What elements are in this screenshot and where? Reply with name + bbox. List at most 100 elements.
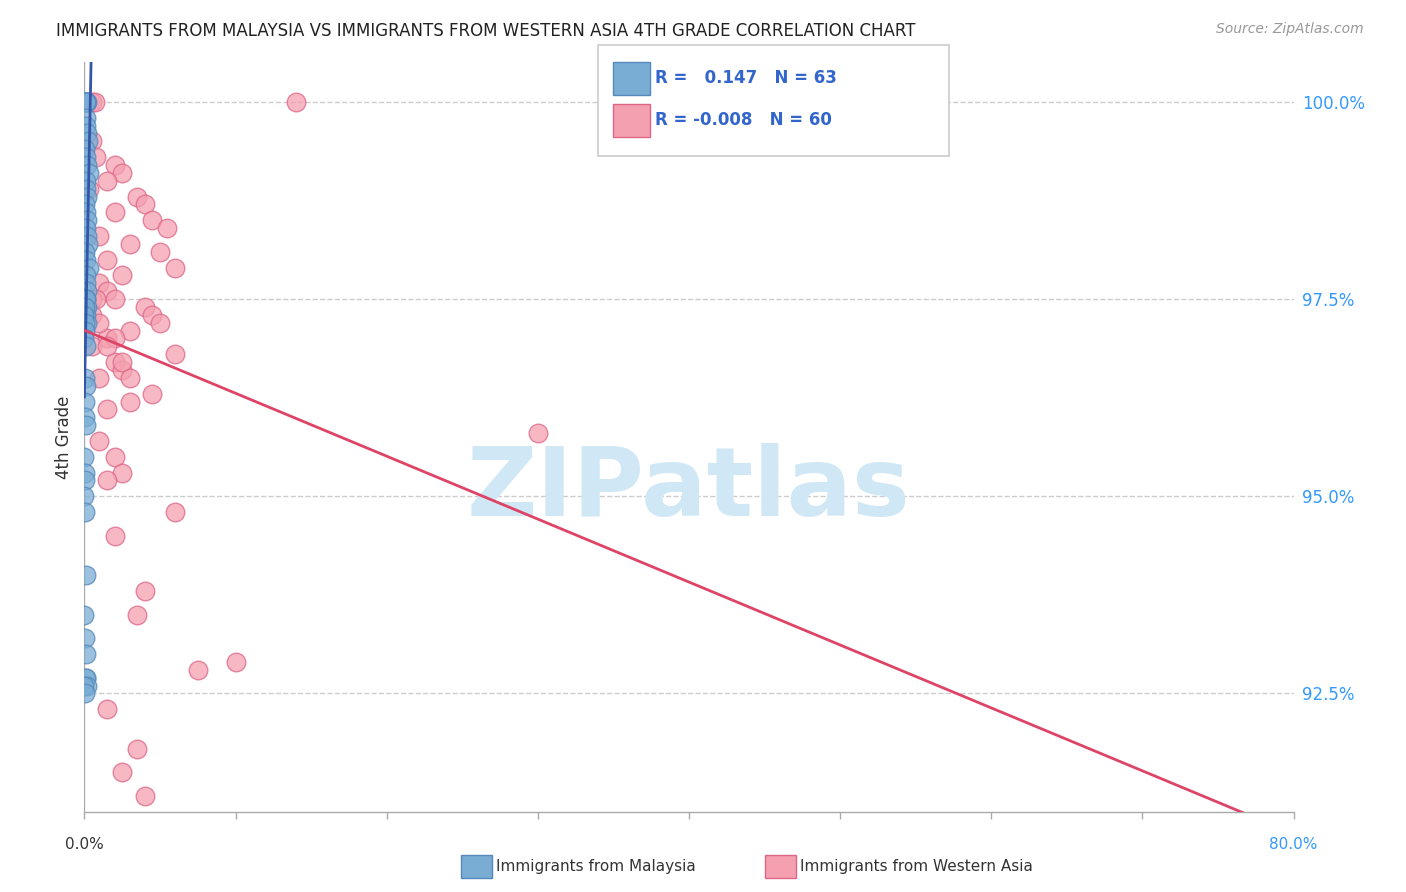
Point (118, 236, 141, 251)
Point (134, 789, 156, 803)
Point (141, 386, 163, 401)
Point (86, 150, 108, 164)
Point (127, 189, 149, 203)
Point (111, 363, 134, 377)
Point (96, 702, 118, 716)
Point (73, 324, 96, 338)
Point (111, 166, 134, 180)
Point (73, 308, 96, 322)
Point (75, 466, 97, 480)
Point (89, 229, 111, 244)
Point (104, 355, 127, 369)
Point (96, 252, 118, 267)
Point (75, 292, 97, 306)
Point (104, 529, 127, 543)
Point (96, 474, 118, 488)
Point (75, 268, 97, 283)
Point (141, 213, 163, 227)
Point (76, 316, 98, 330)
Point (165, 505, 187, 519)
Point (89, 371, 111, 385)
Point (75, 394, 97, 409)
Point (165, 260, 187, 275)
Text: ZIPatlas: ZIPatlas (467, 443, 911, 536)
Point (76, 284, 98, 298)
Point (127, 607, 149, 622)
Point (77, 166, 100, 180)
Point (73, 300, 96, 314)
Point (225, 655, 247, 669)
Point (104, 450, 127, 464)
Point (75, 119, 97, 133)
Text: Source: ZipAtlas.com: Source: ZipAtlas.com (1216, 22, 1364, 37)
Point (111, 466, 134, 480)
Point (76, 229, 98, 244)
Point (134, 300, 156, 314)
Text: R = -0.008   N = 60: R = -0.008 N = 60 (655, 112, 832, 129)
Point (96, 174, 118, 188)
Point (73, 292, 96, 306)
Text: Immigrants from Western Asia: Immigrants from Western Asia (800, 859, 1033, 873)
Point (156, 221, 179, 235)
Point (75, 292, 97, 306)
Point (77, 260, 100, 275)
Point (165, 347, 187, 361)
Point (141, 308, 163, 322)
Point (89, 277, 111, 291)
Point (73, 331, 96, 345)
Point (75, 410, 97, 425)
Point (73, 292, 96, 306)
Point (75, 292, 97, 306)
Point (75, 647, 97, 661)
Point (75, 686, 97, 700)
Point (75, 197, 97, 211)
Point (80, 95, 103, 109)
Point (75, 371, 97, 385)
Point (80, 308, 103, 322)
Point (96, 284, 118, 298)
Point (118, 394, 141, 409)
Point (187, 663, 209, 677)
Point (118, 324, 141, 338)
Point (76, 127, 98, 141)
Point (86, 292, 108, 306)
Point (75, 308, 97, 322)
Point (75, 111, 97, 125)
Point (73, 489, 96, 503)
Point (75, 316, 97, 330)
Point (134, 583, 156, 598)
Point (89, 316, 111, 330)
Y-axis label: 4th Grade: 4th Grade (55, 395, 73, 479)
Point (527, 426, 550, 441)
Point (111, 355, 134, 369)
Point (96, 331, 118, 345)
Point (84, 95, 107, 109)
Point (76, 300, 98, 314)
Point (89, 434, 111, 448)
Point (75, 292, 97, 306)
Point (77, 181, 100, 195)
Point (77, 134, 100, 148)
Point (111, 268, 134, 283)
Point (104, 331, 127, 345)
Point (149, 244, 172, 259)
Point (75, 568, 97, 582)
Point (73, 607, 96, 622)
Point (75, 142, 97, 156)
Point (80, 292, 103, 306)
Point (75, 244, 97, 259)
Text: 80.0%: 80.0% (1270, 837, 1317, 852)
Point (73, 450, 96, 464)
Point (104, 292, 127, 306)
Point (75, 150, 97, 164)
Point (80, 134, 103, 148)
Point (75, 505, 97, 519)
Text: Immigrants from Malaysia: Immigrants from Malaysia (496, 859, 696, 873)
Point (75, 95, 97, 109)
Point (75, 277, 97, 291)
Point (80, 339, 103, 353)
Point (104, 158, 127, 172)
Point (285, 95, 308, 109)
Point (149, 316, 172, 330)
Text: IMMIGRANTS FROM MALAYSIA VS IMMIGRANTS FROM WESTERN ASIA 4TH GRADE CORRELATION C: IMMIGRANTS FROM MALAYSIA VS IMMIGRANTS F… (56, 22, 915, 40)
